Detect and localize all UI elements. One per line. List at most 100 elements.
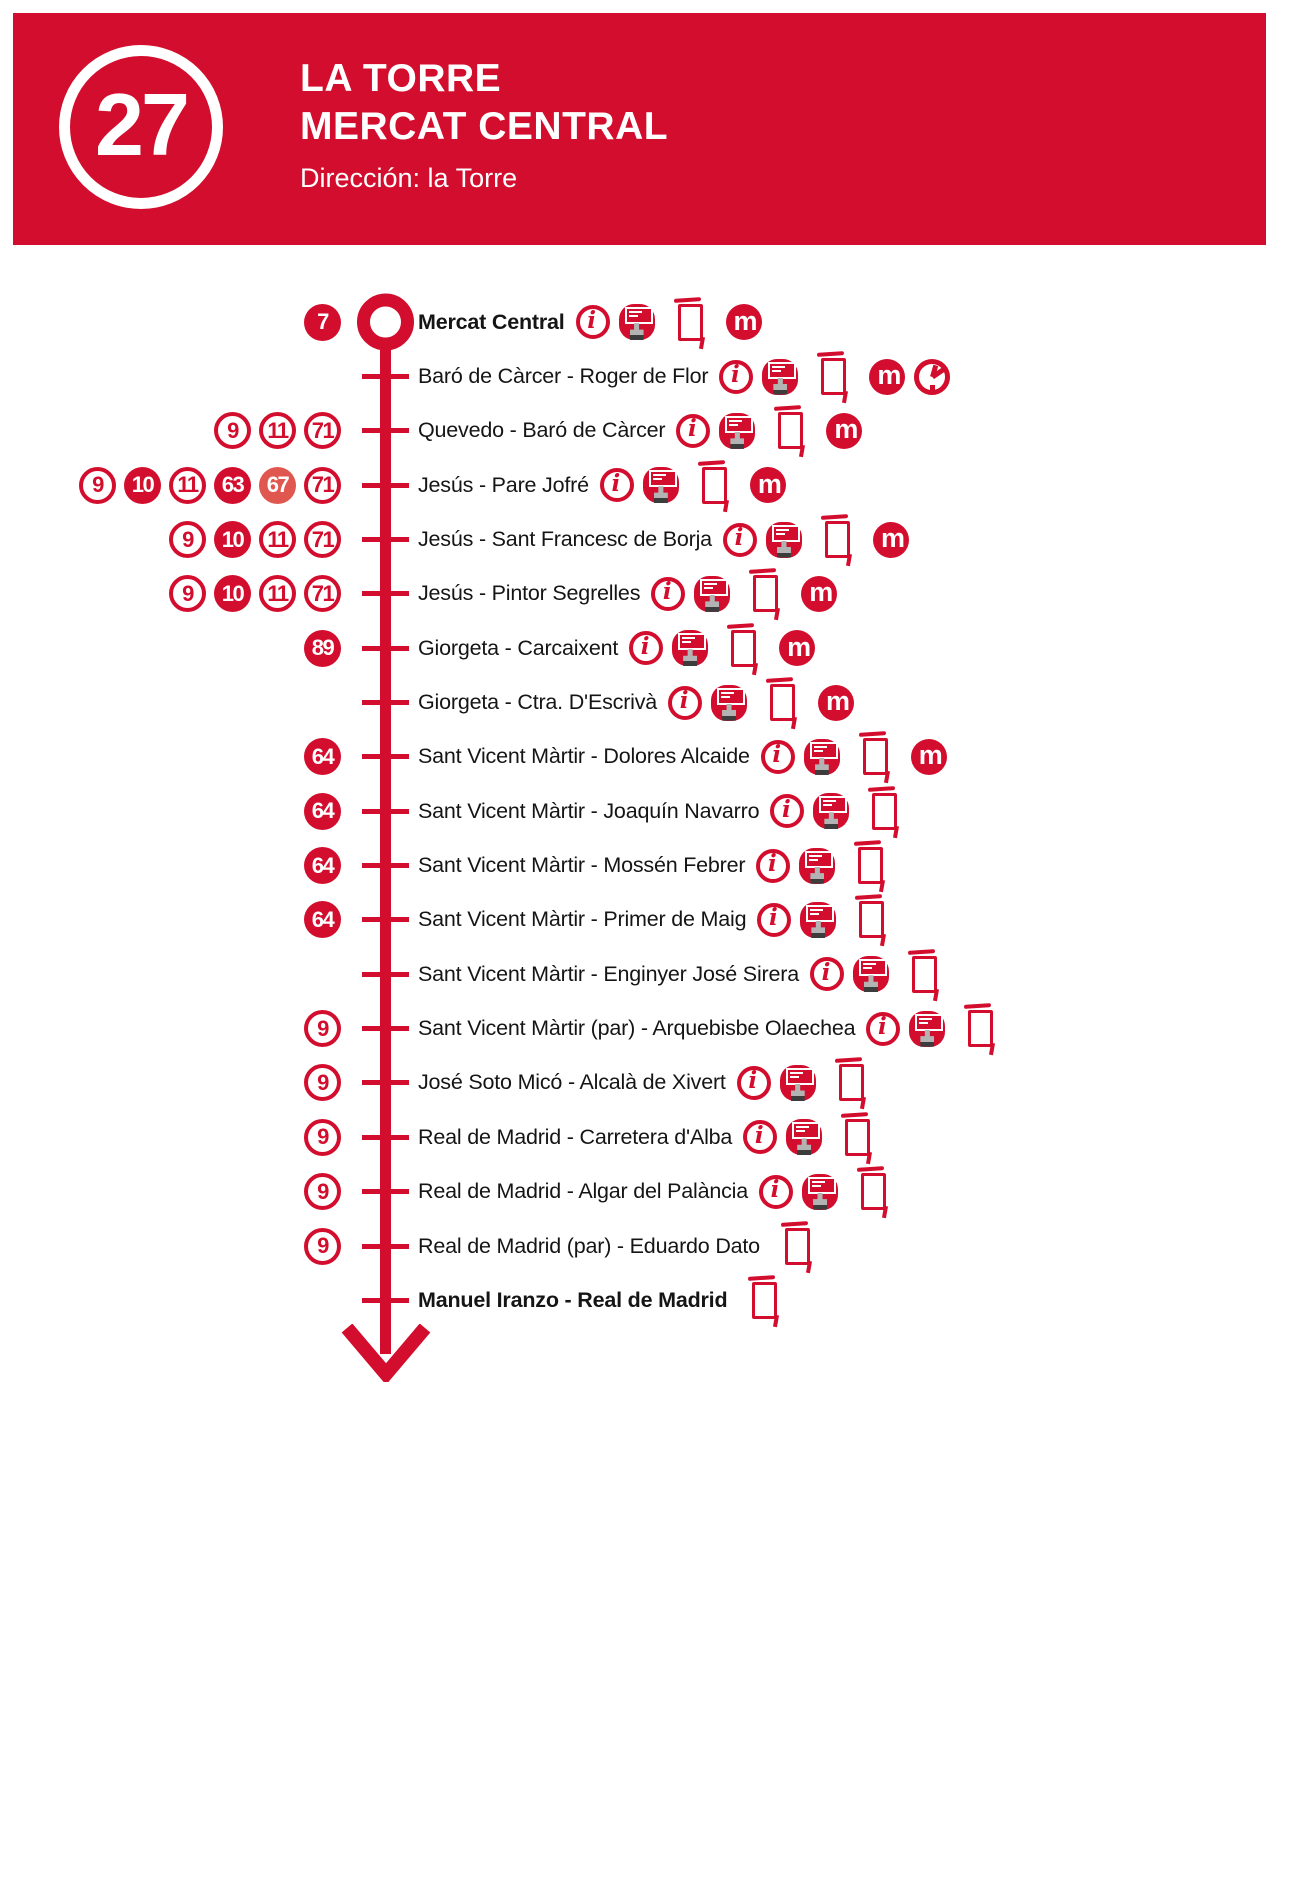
route-tick bbox=[362, 700, 409, 706]
stop-name: Sant Vicent Màrtir - Primer de Maig bbox=[418, 907, 747, 932]
badge-list: 9 bbox=[0, 1064, 346, 1102]
route-tick bbox=[362, 971, 409, 977]
stop-row: 9 Sant Vicent Màrtir (par) - Arquebisbe … bbox=[0, 1001, 1290, 1055]
line-badge: 64 bbox=[304, 738, 341, 776]
metro-icon: m bbox=[818, 684, 855, 721]
line-badge: 64 bbox=[304, 792, 341, 830]
badge-list: 9 10 11 71 bbox=[0, 575, 346, 613]
line-badge: 9 bbox=[304, 1118, 341, 1156]
route-node-zone bbox=[346, 567, 418, 621]
metro-icon: m bbox=[826, 412, 863, 449]
metro-icon: m bbox=[869, 358, 906, 395]
route-node-zone bbox=[346, 1165, 418, 1219]
line-badge: 10 bbox=[124, 466, 161, 504]
ticket-machine-icon bbox=[765, 521, 802, 558]
line-badge: 71 bbox=[304, 575, 341, 613]
header-banner: 27 LA TORRE MERCAT CENTRAL Dirección: la… bbox=[13, 13, 1266, 245]
route-tick bbox=[362, 917, 409, 923]
route-node-zone bbox=[346, 730, 418, 784]
info-icon: i bbox=[770, 794, 805, 829]
icon-list bbox=[771, 1227, 812, 1265]
line-badge: 64 bbox=[304, 901, 341, 939]
route-node-zone bbox=[346, 893, 418, 947]
ticket-machine-icon bbox=[618, 304, 655, 341]
route-direction: Dirección: la Torre bbox=[300, 163, 518, 193]
route-tick bbox=[362, 374, 409, 380]
line-badge: 71 bbox=[304, 412, 341, 450]
metro-icon: m bbox=[872, 521, 909, 558]
route-node-zone bbox=[346, 1273, 418, 1327]
stop-row: 64 Sant Vicent Màrtir - Primer de Maig i bbox=[0, 893, 1290, 947]
line-badge: 9 bbox=[79, 466, 116, 504]
stop-name: Mercat Central bbox=[418, 309, 565, 334]
icon-list: i bbox=[866, 1010, 995, 1048]
route-tick bbox=[362, 808, 409, 814]
ticket-machine-icon bbox=[642, 467, 679, 504]
icon-list: i bbox=[756, 847, 885, 885]
line-badge: 71 bbox=[304, 521, 341, 559]
info-icon: i bbox=[575, 305, 610, 340]
ticket-machine-icon bbox=[719, 412, 756, 449]
bus-stop-post-icon bbox=[701, 466, 727, 504]
route-node-zone bbox=[346, 947, 418, 1001]
line-badge: 9 bbox=[304, 1227, 341, 1265]
stop-row: Sant Vicent Màrtir - Enginyer José Sirer… bbox=[0, 947, 1290, 1001]
stop-name: Jesús - Pare Jofré bbox=[418, 472, 589, 497]
icon-list: i bbox=[759, 1173, 888, 1211]
badge-list: 64 bbox=[0, 738, 346, 776]
route-node-zone bbox=[346, 838, 418, 892]
line-badge: 9 bbox=[304, 1173, 341, 1211]
line-badge: 71 bbox=[304, 466, 341, 504]
metro-icon: m bbox=[801, 575, 838, 612]
info-icon: i bbox=[756, 848, 791, 883]
clock-icon bbox=[914, 358, 951, 395]
line-badge: 64 bbox=[304, 847, 341, 885]
route-node-zone bbox=[346, 1110, 418, 1164]
route-tick bbox=[362, 1134, 409, 1140]
route-tick bbox=[362, 428, 409, 434]
stop-name: Jesús - Pintor Segrelles bbox=[418, 581, 641, 606]
stop-row: 9 10 11 71 Jesús - Pintor Segrelles i m bbox=[0, 567, 1290, 621]
route-node-zone bbox=[346, 784, 418, 838]
ticket-machine-icon bbox=[852, 956, 889, 993]
icon-list: i bbox=[770, 792, 899, 830]
badge-list: 64 bbox=[0, 792, 346, 830]
stop-name: José Soto Micó - Alcalà de Xivert bbox=[418, 1070, 726, 1095]
badge-list: 9 10 11 71 bbox=[0, 521, 346, 559]
info-icon: i bbox=[809, 957, 844, 992]
stop-name: Giorgeta - Carcaixent bbox=[418, 635, 619, 660]
ticket-machine-icon bbox=[694, 575, 731, 612]
line-badge: 11 bbox=[259, 575, 296, 613]
info-icon: i bbox=[719, 359, 754, 394]
icon-list: i bbox=[757, 901, 886, 939]
metro-icon: m bbox=[779, 630, 816, 667]
bus-stop-post-icon bbox=[862, 738, 888, 776]
stop-name: Real de Madrid - Algar del Palància bbox=[418, 1179, 749, 1204]
line-badge: 9 bbox=[304, 1064, 341, 1102]
badge-list: 7 bbox=[0, 303, 346, 341]
stop-name: Sant Vicent Màrtir - Mossén Febrer bbox=[418, 853, 746, 878]
badge-list: 9 bbox=[0, 1227, 346, 1265]
route-node-zone bbox=[346, 293, 418, 351]
badge-list: 9 bbox=[0, 1118, 346, 1156]
stop-row: 64 Sant Vicent Màrtir - Mossén Febrer i bbox=[0, 838, 1290, 892]
icon-list: i bbox=[743, 1118, 872, 1156]
info-icon: i bbox=[629, 631, 664, 666]
route-tick bbox=[362, 1243, 409, 1249]
line-badge: 9 bbox=[169, 575, 206, 613]
route-tick bbox=[362, 537, 409, 543]
ticket-machine-icon bbox=[813, 793, 850, 830]
line-badge: 11 bbox=[259, 412, 296, 450]
bus-stop-post-icon bbox=[872, 792, 898, 830]
stop-row: 64 Sant Vicent Màrtir - Dolores Alcaide … bbox=[0, 730, 1290, 784]
line-number: 27 bbox=[95, 75, 190, 174]
info-icon: i bbox=[651, 576, 686, 611]
